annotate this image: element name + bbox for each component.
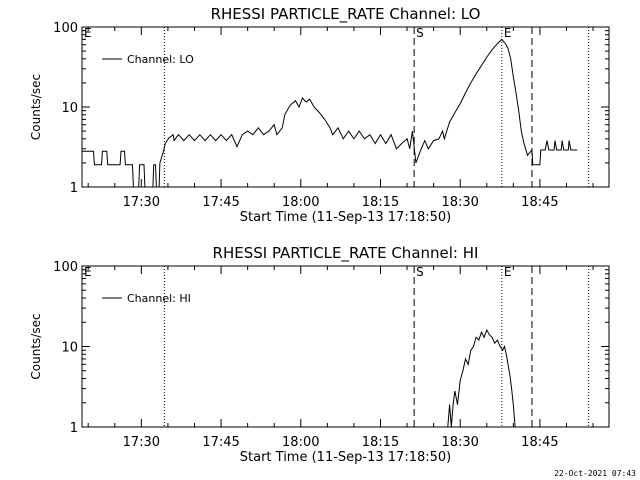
series-line	[82, 38, 578, 188]
x-tick-label: 17:45	[202, 195, 239, 210]
marker-label: S	[416, 265, 424, 279]
chart-panel-1: RHESSI PARTICLE_RATE Channel: LO Counts/s…	[29, 5, 610, 225]
x-tick-label: 18:00	[282, 435, 319, 450]
marker-label: E	[504, 26, 512, 40]
marker-label: S	[416, 26, 424, 40]
series-line	[447, 328, 516, 428]
marker-label: E	[84, 265, 92, 279]
x-tick-label: 17:45	[202, 435, 239, 450]
x-axis-label: Start Time (11-Sep-13 17:18:50)	[240, 210, 451, 225]
x-tick-label: 17:30	[123, 195, 160, 210]
x-tick-label: 18:30	[441, 195, 478, 210]
x-axis-label: Start Time (11-Sep-13 17:18:50)	[240, 450, 451, 465]
y-tick-label: 100	[53, 260, 78, 275]
y-tick-label: 10	[61, 341, 78, 356]
plot-frame	[81, 265, 610, 428]
y-axis-label: Counts/sec	[29, 313, 43, 379]
x-tick-label: 18:15	[362, 435, 399, 450]
x-tick-label: 18:45	[521, 195, 558, 210]
legend-label: Channel: HI	[127, 292, 191, 305]
x-tick-label: 18:15	[362, 195, 399, 210]
chart-title: RHESSI PARTICLE_RATE Channel: LO	[211, 5, 481, 24]
marker-label: E	[84, 26, 92, 40]
y-tick-label: 1	[70, 181, 78, 196]
marker-label: E	[504, 265, 512, 279]
legend-label: Channel: LO	[127, 53, 194, 66]
x-tick-label: 18:00	[282, 195, 319, 210]
x-tick-label: 18:45	[521, 435, 558, 450]
chart-title: RHESSI PARTICLE_RATE Channel: HI	[213, 244, 479, 263]
y-tick-label: 100	[53, 21, 78, 36]
plot-frame	[81, 26, 610, 188]
chart-panel-2: RHESSI PARTICLE_RATE Channel: HI Counts/s…	[29, 244, 610, 465]
plot-timestamp: 22-Oct-2021 07:43	[554, 469, 636, 478]
y-tick-label: 10	[61, 101, 78, 116]
y-tick-label: 1	[70, 421, 78, 436]
x-tick-label: 18:30	[441, 435, 478, 450]
x-tick-label: 17:30	[123, 435, 160, 450]
y-axis-label: Counts/sec	[29, 74, 43, 140]
